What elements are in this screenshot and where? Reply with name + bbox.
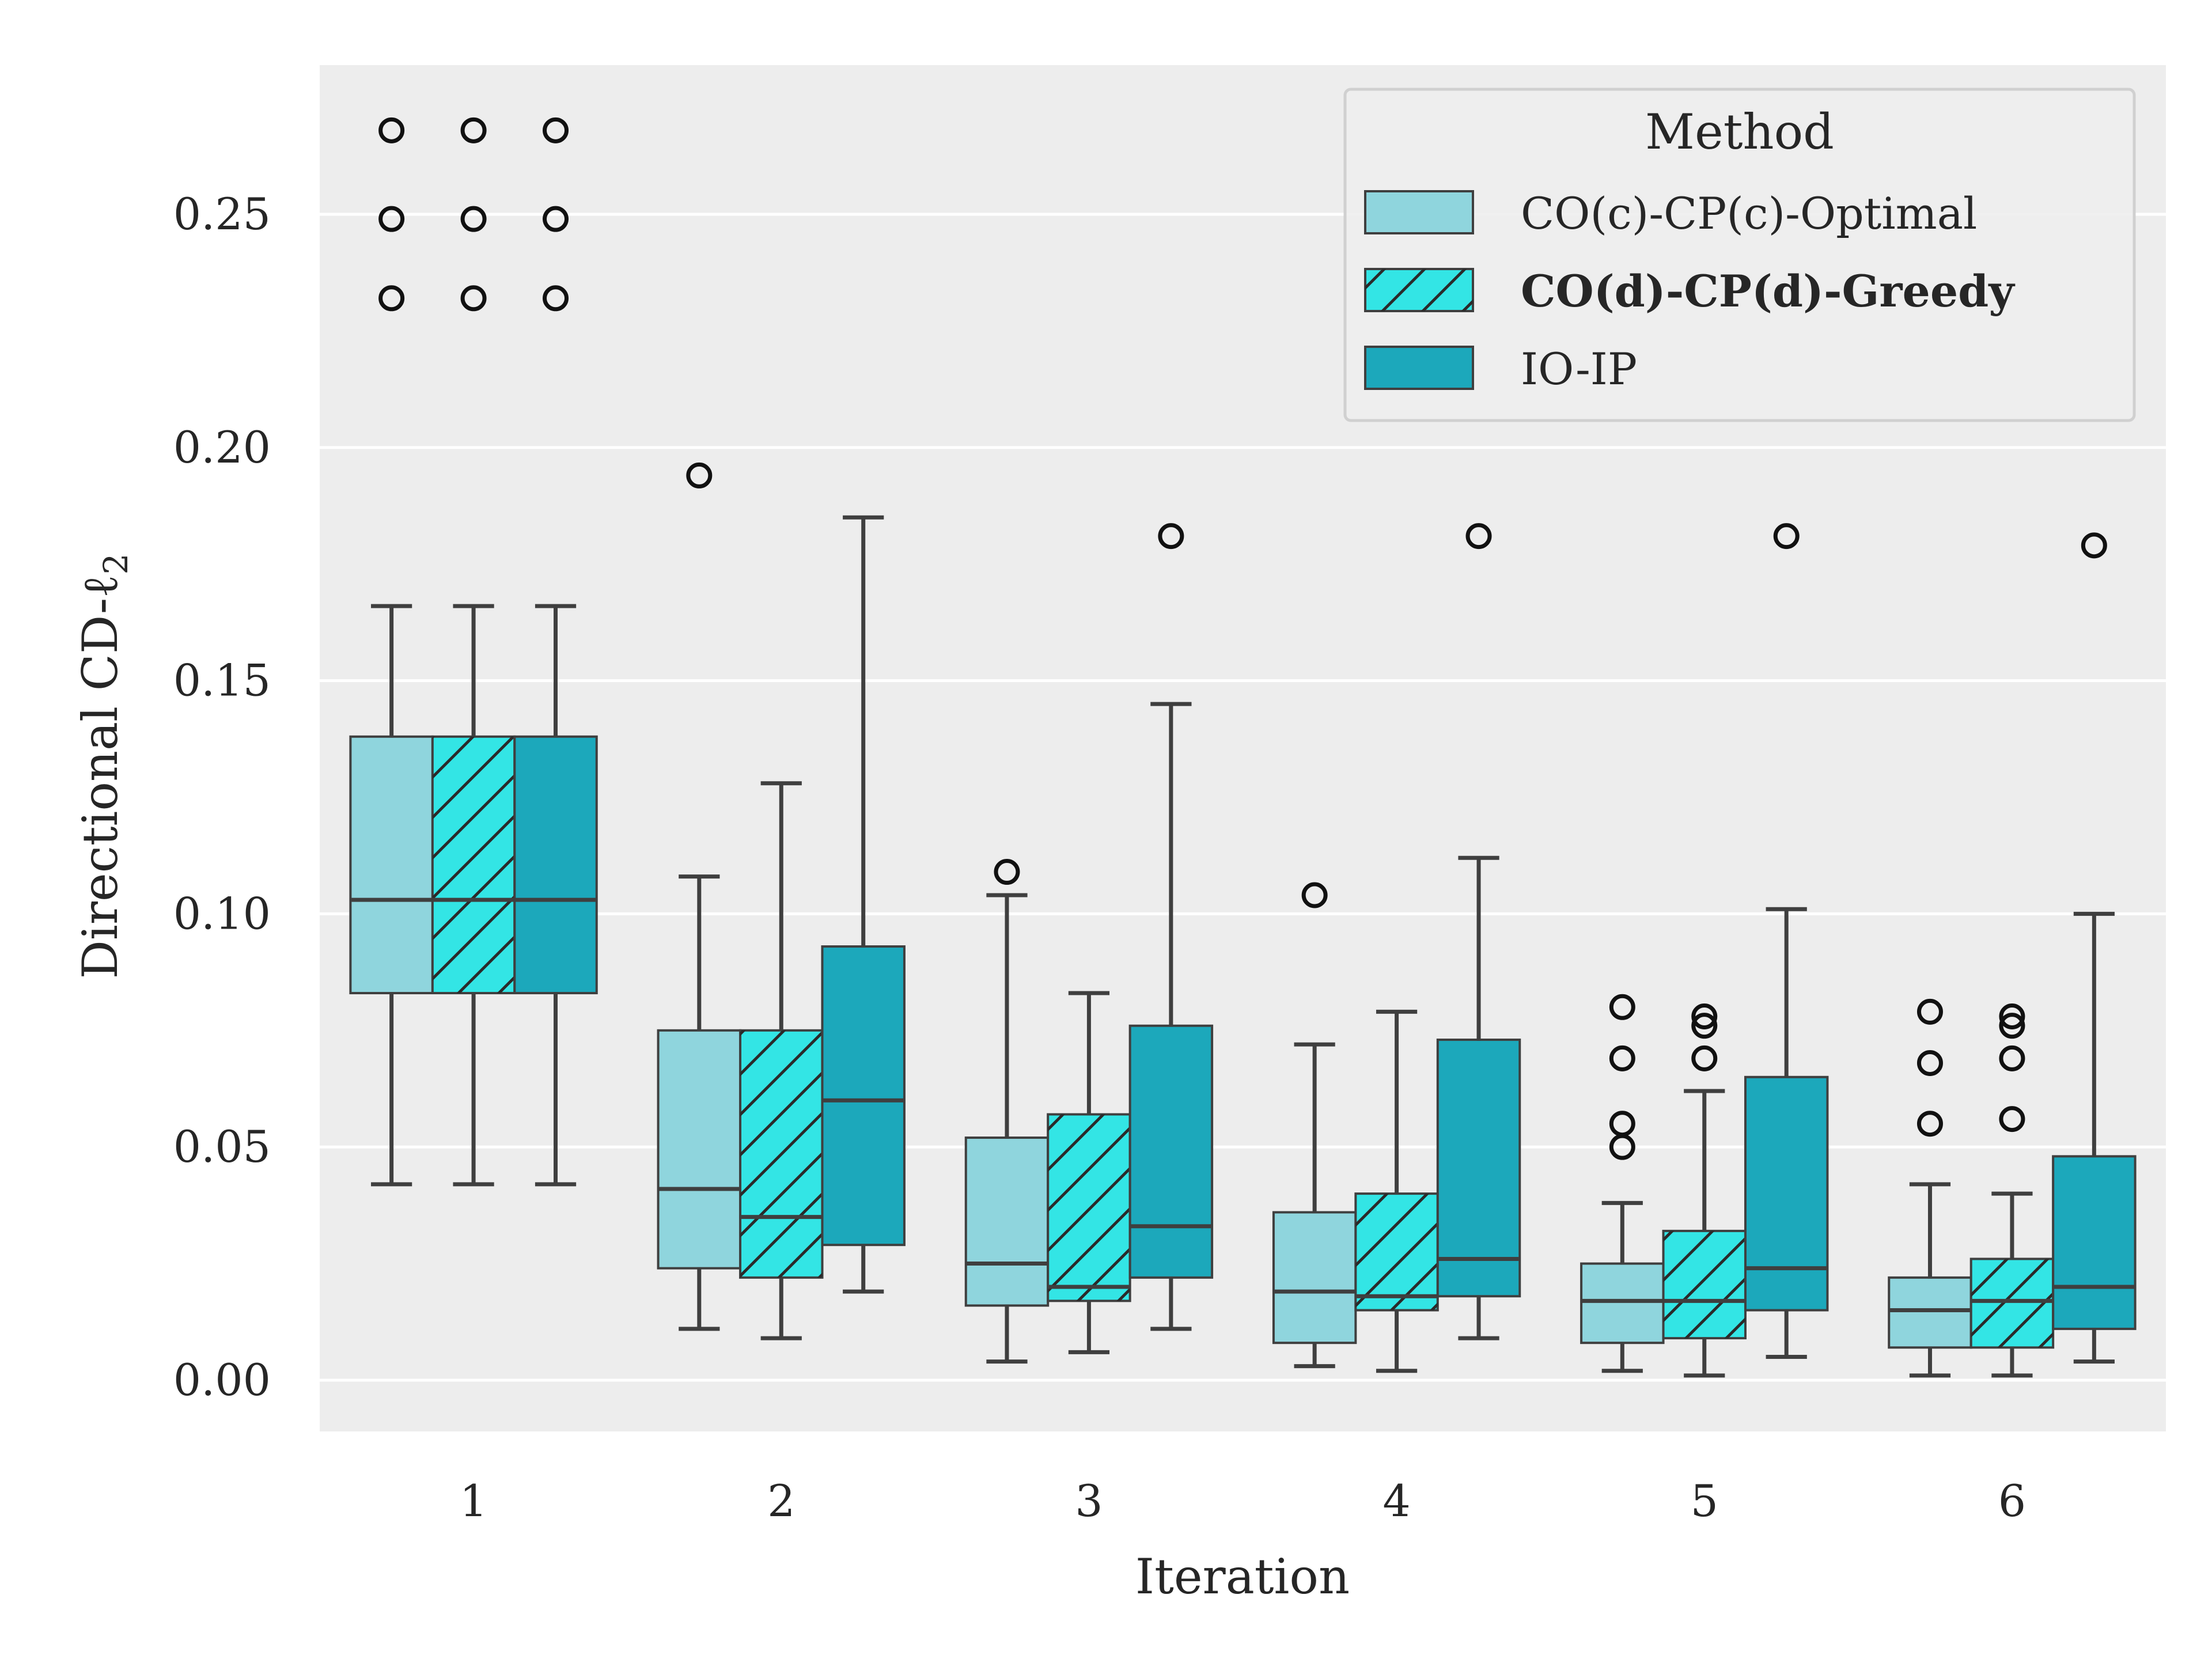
box-group (1969, 1003, 2055, 1378)
y-tick-label: 0.05 (173, 1121, 271, 1172)
outlier-point (460, 117, 487, 143)
box-group (349, 117, 434, 1187)
outlier-point (1301, 882, 1328, 908)
box-body (513, 735, 598, 995)
box-group (1047, 991, 1131, 1354)
box-body (821, 945, 906, 1247)
outlier-point (1691, 1013, 1718, 1039)
box-group (1888, 998, 1972, 1378)
box-hatch (432, 736, 515, 994)
box-body (349, 735, 434, 995)
box-body (1436, 1038, 1521, 1298)
outlier-point (1916, 1050, 1943, 1076)
outlier-point (994, 859, 1020, 885)
box-group (2052, 532, 2137, 1364)
y-tick-label: 0.00 (173, 1354, 271, 1406)
box-group (1580, 994, 1665, 1373)
outlier-point (460, 206, 487, 232)
box-hatch (1971, 1259, 2054, 1348)
box-hatch (1355, 1194, 1438, 1310)
x-tick-label: 4 (1382, 1475, 1410, 1527)
outlier-point (543, 285, 569, 312)
outlier-point (1773, 523, 1800, 550)
box-group (1354, 1009, 1439, 1373)
box-group (1744, 523, 1829, 1359)
axes: 0.00 0.05 0.10 0.15 0.20 0.25 1 2 3 4 5 6 (173, 188, 2026, 1527)
y-tick-label: 0.15 (173, 655, 271, 706)
box-group (431, 117, 516, 1187)
outlier-point (378, 285, 405, 312)
boxes (349, 117, 2137, 1378)
series-io-ip (513, 117, 2137, 1364)
box-hatch (1048, 1114, 1130, 1301)
box-group (1436, 523, 1521, 1340)
legend-swatch-hatch (1365, 269, 1473, 311)
outlier-point (1916, 1111, 1943, 1137)
box-group (821, 515, 906, 1294)
box-group (1662, 1003, 1747, 1378)
box-group (513, 117, 598, 1187)
y-tick-label: 0.10 (173, 888, 271, 939)
legend-label: CO(c)-CP(c)-Optimal (1521, 188, 1977, 239)
outlier-point (1609, 994, 1635, 1020)
outlier-point (1916, 998, 1943, 1025)
outlier-point (686, 462, 713, 488)
legend: Method CO(c)-CP(c)-Optimal CO(d)-CP(d)-Gr… (1343, 88, 2136, 422)
x-tick-label: 1 (460, 1475, 487, 1527)
outlier-point (2081, 532, 2107, 559)
series-co-c-cp-c-optimal (349, 117, 1972, 1378)
legend-label: IO-IP (1521, 343, 1637, 395)
legend-swatch (1364, 346, 1474, 390)
outlier-point (460, 285, 487, 312)
outlier-point (1158, 523, 1184, 550)
outlier-point (1999, 1003, 2025, 1029)
box-hatch (1663, 1230, 1745, 1339)
legend-label: CO(d)-CP(d)-Greedy (1521, 266, 2015, 317)
box-group (1272, 882, 1357, 1369)
outlier-point (1999, 1106, 2025, 1132)
y-axis-label-subscript: 2 (96, 554, 135, 575)
box-body (1128, 1024, 1214, 1279)
y-axis-label-main: Directional CD-ℓ (72, 575, 128, 979)
y-tick-label: 0.20 (173, 422, 271, 473)
box-body (657, 1029, 742, 1270)
x-tick-label: 2 (767, 1475, 795, 1527)
x-tick-label: 6 (1998, 1475, 2026, 1527)
outlier-point (1609, 1045, 1635, 1071)
box-body (964, 1136, 1050, 1307)
box-group (1128, 523, 1214, 1331)
box-body (1744, 1075, 1829, 1312)
x-tick-label: 5 (1691, 1475, 1718, 1527)
x-tick-label: 3 (1075, 1475, 1103, 1527)
outlier-point (1999, 1013, 2025, 1039)
box-body (2052, 1155, 2137, 1330)
outlier-point (543, 117, 569, 143)
outlier-point (378, 206, 405, 232)
outlier-point (378, 117, 405, 143)
legend-title: Method (1645, 104, 1834, 160)
legend-frame (1343, 88, 2136, 422)
y-axis-label: Directional CD-ℓ2 (72, 554, 135, 979)
box-body (1888, 1276, 1972, 1349)
box-body (1580, 1262, 1665, 1344)
x-axis-label: Iteration (1135, 1548, 1350, 1605)
box-hatch (740, 1030, 823, 1278)
box-group (964, 859, 1050, 1364)
outlier-point (1999, 1045, 2025, 1071)
outlier-point (1691, 1003, 1718, 1029)
box-body (1272, 1211, 1357, 1344)
outlier-point (1465, 523, 1492, 550)
y-tick-label: 0.25 (173, 188, 271, 240)
outlier-point (1691, 1045, 1718, 1071)
box-group (739, 781, 824, 1340)
box-group (657, 462, 742, 1331)
outlier-point (1609, 1111, 1635, 1137)
series-co-d-cp-d-greedy (431, 117, 2055, 1378)
outlier-point (543, 206, 569, 232)
legend-swatch (1364, 190, 1474, 234)
